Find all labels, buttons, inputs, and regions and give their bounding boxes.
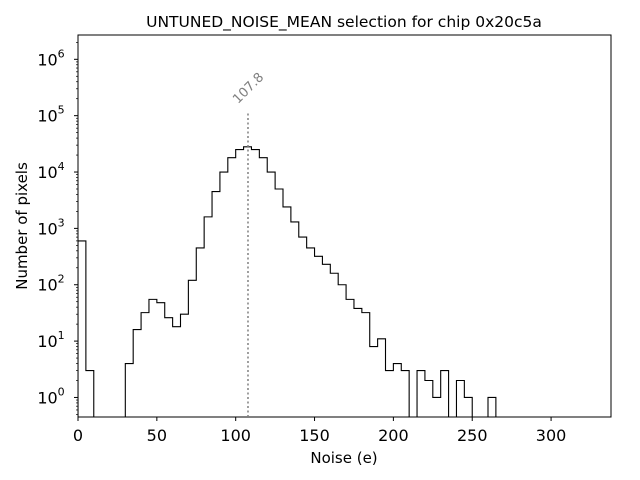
histogram-bin bbox=[86, 371, 94, 417]
histogram-bin bbox=[433, 397, 441, 417]
histogram-bin bbox=[425, 380, 433, 417]
x-axis-ticks: 0 50 100 150 200 250 300 bbox=[73, 417, 566, 445]
histogram-bin bbox=[346, 299, 354, 417]
histogram-bin bbox=[165, 318, 173, 417]
histogram-bin bbox=[204, 217, 212, 417]
histogram-bin bbox=[259, 158, 267, 417]
histogram-bin bbox=[322, 264, 330, 417]
histogram-bin bbox=[181, 314, 189, 417]
histogram-bin bbox=[228, 158, 236, 417]
histogram-bin bbox=[299, 237, 307, 417]
axes-frame bbox=[77, 34, 612, 418]
median-marker-label: 107.8 bbox=[230, 70, 267, 107]
histogram-bin bbox=[393, 364, 401, 417]
histogram-bin bbox=[370, 347, 378, 417]
histogram-bin bbox=[354, 308, 362, 417]
histogram-bin bbox=[188, 280, 196, 417]
x-axis-label: Noise (e) bbox=[310, 449, 377, 467]
histogram-bin bbox=[157, 303, 165, 417]
x-tick-label: 200 bbox=[378, 426, 409, 445]
x-tick-label: 250 bbox=[457, 426, 488, 445]
histogram-bin bbox=[283, 207, 291, 417]
histogram-bin bbox=[267, 172, 275, 417]
histogram-bin bbox=[401, 371, 409, 417]
histogram-bin bbox=[488, 397, 496, 417]
histogram-bin bbox=[307, 248, 315, 417]
histogram-bin bbox=[133, 330, 141, 417]
y-tick-label: 100 bbox=[37, 385, 64, 407]
x-tick-label: 150 bbox=[299, 426, 330, 445]
histogram-bin bbox=[338, 285, 346, 417]
y-tick-label: 102 bbox=[37, 273, 64, 295]
histogram-bin bbox=[78, 241, 86, 417]
histogram-bin bbox=[173, 327, 181, 417]
plot-area bbox=[77, 34, 612, 418]
histogram-bin bbox=[464, 397, 472, 417]
histogram-bin bbox=[196, 248, 204, 417]
histogram-bin bbox=[291, 222, 299, 417]
histogram-bin bbox=[441, 371, 449, 417]
histogram-bin bbox=[251, 150, 259, 417]
x-tick-label: 50 bbox=[147, 426, 167, 445]
x-tick-label: 100 bbox=[220, 426, 251, 445]
histogram-bin bbox=[236, 150, 244, 417]
histogram-bin bbox=[378, 339, 386, 417]
y-axis-label: Number of pixels bbox=[13, 162, 31, 290]
histogram-bin bbox=[275, 189, 283, 417]
y-tick-label: 103 bbox=[37, 216, 64, 238]
histogram-bin bbox=[141, 313, 149, 417]
histogram-bin bbox=[386, 371, 394, 417]
histogram-bin bbox=[149, 299, 157, 417]
chart-title: UNTUNED_NOISE_MEAN selection for chip 0x… bbox=[146, 13, 542, 32]
y-tick-label: 105 bbox=[37, 104, 64, 126]
y-tick-label: 104 bbox=[37, 160, 64, 182]
x-tick-label: 300 bbox=[536, 426, 567, 445]
histogram-bin bbox=[125, 364, 133, 417]
histogram-bin bbox=[330, 273, 338, 417]
y-axis-ticks: 100 101 102 103 104 105 106 bbox=[37, 41, 78, 415]
histogram-bin bbox=[315, 256, 323, 417]
y-tick-label: 106 bbox=[37, 47, 64, 69]
histogram-bin bbox=[220, 172, 228, 417]
y-tick-label: 101 bbox=[37, 329, 64, 351]
histogram-bin bbox=[362, 313, 370, 417]
histogram-outline bbox=[78, 146, 497, 417]
histogram-bin bbox=[456, 380, 464, 417]
histogram-bin bbox=[417, 371, 425, 417]
x-tick-label: 0 bbox=[73, 426, 83, 445]
histogram-bin bbox=[212, 192, 220, 417]
